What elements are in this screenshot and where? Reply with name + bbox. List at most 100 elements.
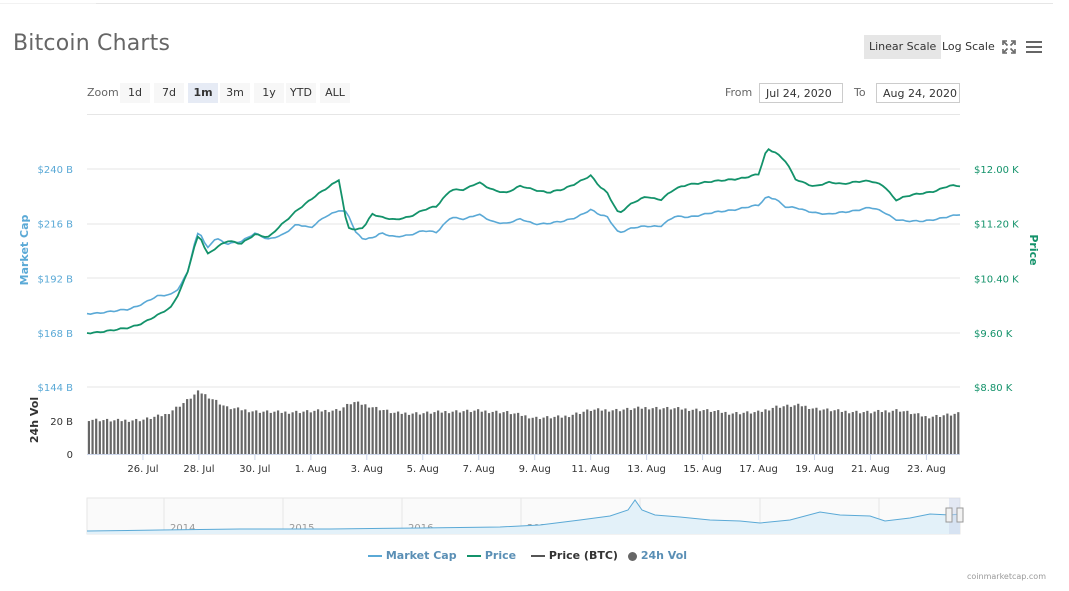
- volume-bar: [276, 410, 280, 454]
- volume-bar: [189, 398, 192, 454]
- volume-bar: [775, 405, 778, 454]
- fullscreen-icon[interactable]: [1001, 39, 1017, 55]
- volume-bar: [542, 417, 545, 454]
- volume-bar: [433, 412, 436, 454]
- menu-icon[interactable]: [1026, 41, 1042, 53]
- volume-bar: [604, 409, 607, 454]
- volume-bar: [855, 410, 858, 454]
- volume-bar: [338, 410, 342, 454]
- volume-bar: [342, 407, 345, 454]
- navigator[interactable]: 2014201520162017201820192020: [86, 497, 964, 535]
- volume-bar: [771, 407, 774, 454]
- volume-bar: [833, 410, 836, 454]
- volume-bar: [582, 411, 585, 454]
- to-date-input[interactable]: Aug 24, 2020: [876, 83, 960, 103]
- volume-bar: [153, 416, 156, 454]
- volume-bar: [226, 406, 229, 454]
- market-cap-tick-label: $192 B: [38, 274, 74, 285]
- market-cap-line: [86, 195, 961, 316]
- legend-dot-icon: [628, 551, 637, 561]
- volume-bar: [826, 408, 829, 454]
- volume-bar: [789, 406, 793, 454]
- legend-label: Market Cap: [385, 549, 457, 562]
- zoom-button-1m[interactable]: 1m: [188, 83, 218, 103]
- volume-bar: [364, 404, 367, 454]
- volume-bar: [829, 411, 833, 454]
- volume-bar: [928, 418, 931, 454]
- zoom-button-ytd[interactable]: YTD: [286, 83, 316, 103]
- volume-bar: [491, 411, 494, 454]
- volume-bar: [629, 409, 633, 454]
- zoom-button-1d[interactable]: 1d: [120, 83, 150, 103]
- legend-price-btc[interactable]: Price (BTC): [531, 549, 618, 563]
- volume-bar: [760, 411, 763, 454]
- volume-bar: [597, 408, 600, 454]
- zoom-button-7d[interactable]: 7d: [154, 83, 184, 103]
- legend-price[interactable]: Price: [467, 549, 516, 563]
- volume-bar: [98, 421, 101, 454]
- volume-bar: [222, 405, 225, 454]
- volume-bar: [524, 415, 527, 454]
- log-scale-button[interactable]: Log Scale: [942, 40, 995, 53]
- volume-bar: [600, 410, 603, 454]
- legend-24h-vol[interactable]: 24h Vol: [628, 549, 687, 563]
- legend-label: 24h Vol: [640, 549, 688, 562]
- volume-bar: [295, 410, 298, 454]
- volume-bar: [546, 416, 549, 454]
- volume-bar: [688, 410, 691, 454]
- volume-bar: [731, 413, 734, 454]
- volume-bar: [451, 411, 454, 454]
- volume-bar: [458, 412, 462, 454]
- x-tick-label: 7. Aug: [463, 464, 495, 475]
- volume-bar: [280, 412, 283, 454]
- tab-strip-line: [96, 3, 1053, 4]
- volume-bar: [946, 413, 949, 454]
- credit-link[interactable]: coinmarketcap.com: [967, 572, 1046, 581]
- volume-bar: [469, 412, 472, 454]
- volume-bar: [91, 419, 94, 454]
- volume-bar: [477, 409, 480, 454]
- volume-bar: [804, 405, 807, 454]
- market-cap-axis: $240 B $216 B $192 B $168 B: [38, 165, 74, 340]
- navigator-year-label: 2015: [289, 523, 314, 534]
- volume-bar: [735, 412, 738, 454]
- volume-bar: [160, 416, 163, 454]
- volume-bar: [95, 418, 98, 454]
- zoom-button-3m[interactable]: 3m: [220, 83, 250, 103]
- volume-bar: [415, 412, 418, 454]
- volume-bar: [578, 414, 582, 454]
- volume-bar: [360, 404, 363, 454]
- zoom-label: Zoom: [87, 86, 119, 99]
- volume-bar: [324, 409, 327, 454]
- zoom-button-1y[interactable]: 1y: [254, 83, 284, 103]
- volume-bar: [637, 406, 640, 454]
- volume-bar: [586, 409, 589, 454]
- volume-bar: [593, 409, 596, 454]
- volume-bar: [149, 418, 152, 454]
- volume-bar: [102, 420, 105, 454]
- volume-bar: [535, 416, 538, 454]
- volume-bar: [200, 393, 203, 454]
- legend-market-cap[interactable]: Market Cap: [368, 549, 457, 563]
- volume-bar: [327, 412, 331, 454]
- price-axis: $12.00 K $11.20 K $10.40 K $9.60 K $8.80 K: [974, 165, 1019, 394]
- volume-bar: [957, 412, 960, 454]
- volume-bar: [640, 408, 643, 454]
- volume-bar: [575, 412, 578, 454]
- volume-bar: [255, 410, 258, 454]
- volume-bar: [131, 420, 134, 454]
- volume-bar: [844, 410, 847, 454]
- linear-scale-button[interactable]: Linear Scale: [864, 35, 942, 59]
- volume-bar: [462, 411, 465, 454]
- from-date-input[interactable]: Jul 24, 2020: [759, 83, 843, 103]
- volume-bar: [87, 421, 91, 454]
- zoom-button-all[interactable]: ALL: [320, 83, 350, 103]
- volume-bar: [484, 410, 487, 454]
- navigator-selection: [949, 498, 960, 534]
- volume-bar: [909, 414, 913, 454]
- volume-bar: [647, 409, 651, 454]
- volume-bar: [815, 407, 818, 454]
- volume-bar: [429, 413, 432, 454]
- legend-line-icon: [531, 555, 545, 557]
- volume-bar: [513, 413, 516, 454]
